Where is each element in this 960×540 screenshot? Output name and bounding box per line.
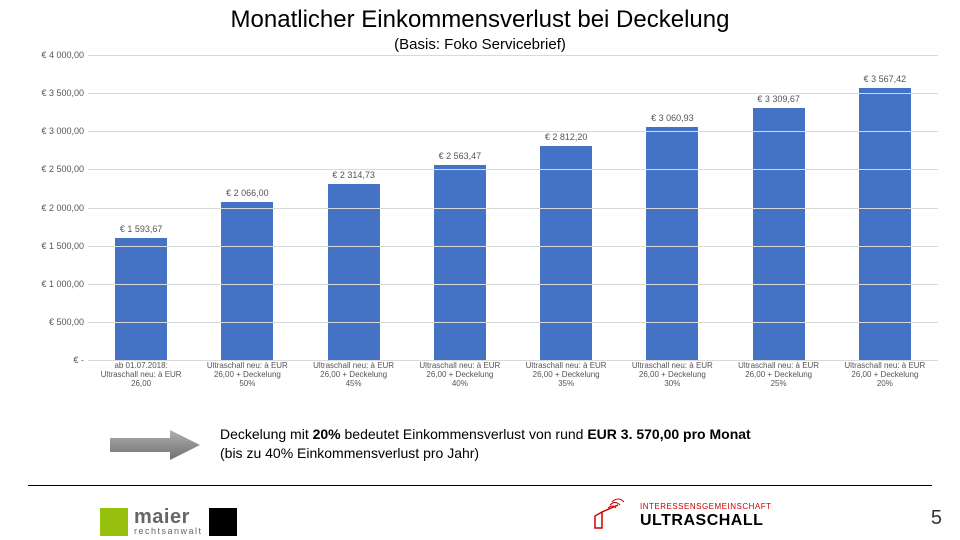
y-tick-label: € 3 500,00 [41,88,84,98]
bar: € 1 593,67 [115,238,167,360]
chart-subtitle: (Basis: Foko Servicebrief) [0,36,960,53]
ultra-top-text: INTERESSENSGEMEINSCHAFT [640,503,772,512]
chart-title: Monatlicher Einkommensverlust bei Deckel… [0,0,960,34]
x-axis-labels: ab 01.07.2018:Ultraschall neu: à EUR26,0… [88,361,938,411]
maier-subtitle: rechtsanwalt [134,527,203,536]
y-tick-label: € 1 000,00 [41,279,84,289]
gridline [88,93,938,94]
bar: € 2 066,00 [221,202,273,360]
logo-square-green [100,508,128,536]
ultrasound-icon [590,498,634,534]
maier-name: maier [134,507,203,527]
x-tick-label: Ultraschall neu: à EUR26,00 + Deckelung2… [832,361,938,389]
y-axis: € -€ 500,00€ 1 000,00€ 1 500,00€ 2 000,0… [28,55,88,360]
bar-value-label: € 2 314,73 [304,170,404,180]
gridline [88,55,938,56]
gridline [88,284,938,285]
x-tick-label: Ultraschall neu: à EUR26,00 + Deckelung4… [407,361,513,389]
gridline [88,360,938,361]
bar: € 2 812,20 [540,146,592,360]
x-tick-label: Ultraschall neu: à EUR26,00 + Deckelung2… [726,361,832,389]
x-tick-label: Ultraschall neu: à EUR26,00 + Deckelung3… [619,361,725,389]
logo-maier: maier rechtsanwalt [100,507,237,536]
y-tick-label: € 4 000,00 [41,50,84,60]
gridline [88,246,938,247]
bar-value-label: € 2 066,00 [197,188,297,198]
y-tick-label: € 3 000,00 [41,126,84,136]
chart-container: € - € 500,00 € 1 000,00 € 1 500,00 € 2 000,0… [28,55,938,415]
page-number: 5 [931,507,942,530]
gridline [88,322,938,323]
x-tick-label: ab 01.07.2018:Ultraschall neu: à EUR26,0… [88,361,194,389]
x-tick-label: Ultraschall neu: à EUR26,00 + Deckelung5… [194,361,300,389]
bar-value-label: € 3 309,67 [729,94,829,104]
bar-value-label: € 2 563,47 [410,151,510,161]
gridline [88,169,938,170]
x-tick-label: Ultraschall neu: à EUR26,00 + Deckelung4… [301,361,407,389]
logo-square-black [209,508,237,536]
y-tick-label: € 1 500,00 [41,241,84,251]
caption-part: bedeutet Einkommensverlust von rund [341,426,588,442]
caption-bold: 20% [313,426,341,442]
bar-value-label: € 3 060,93 [622,113,722,123]
bar: € 2 563,47 [434,165,486,360]
logo-ultraschall: INTERESSENSGEMEINSCHAFT ULTRASCHALL [590,498,772,534]
bar: € 2 314,73 [328,184,380,360]
caption-part: (bis zu 40% Einkommensverlust pro Jahr) [220,445,479,461]
bar-value-label: € 1 593,67 [91,224,191,234]
y-tick-label: € 500,00 [49,317,84,327]
caption-text: Deckelung mit 20% bedeutet Einkommensver… [220,425,880,463]
bar-value-label: € 3 567,42 [835,74,935,84]
gridline [88,208,938,209]
caption-part: Deckelung mit [220,426,313,442]
ultra-bottom-text: ULTRASCHALL [640,512,772,530]
footer-divider [28,485,932,486]
arrow-icon [110,430,200,460]
gridline [88,131,938,132]
y-tick-label: € 2 000,00 [41,203,84,213]
caption-bold: EUR 3. 570,00 pro Monat [587,426,750,442]
bar: € 3 567,42 [859,88,911,360]
y-tick-label: € - [73,355,84,365]
bar: € 3 060,93 [646,127,698,360]
bar-value-label: € 2 812,20 [516,132,616,142]
y-tick-label: € 2 500,00 [41,164,84,174]
x-tick-label: Ultraschall neu: à EUR26,00 + Deckelung3… [513,361,619,389]
